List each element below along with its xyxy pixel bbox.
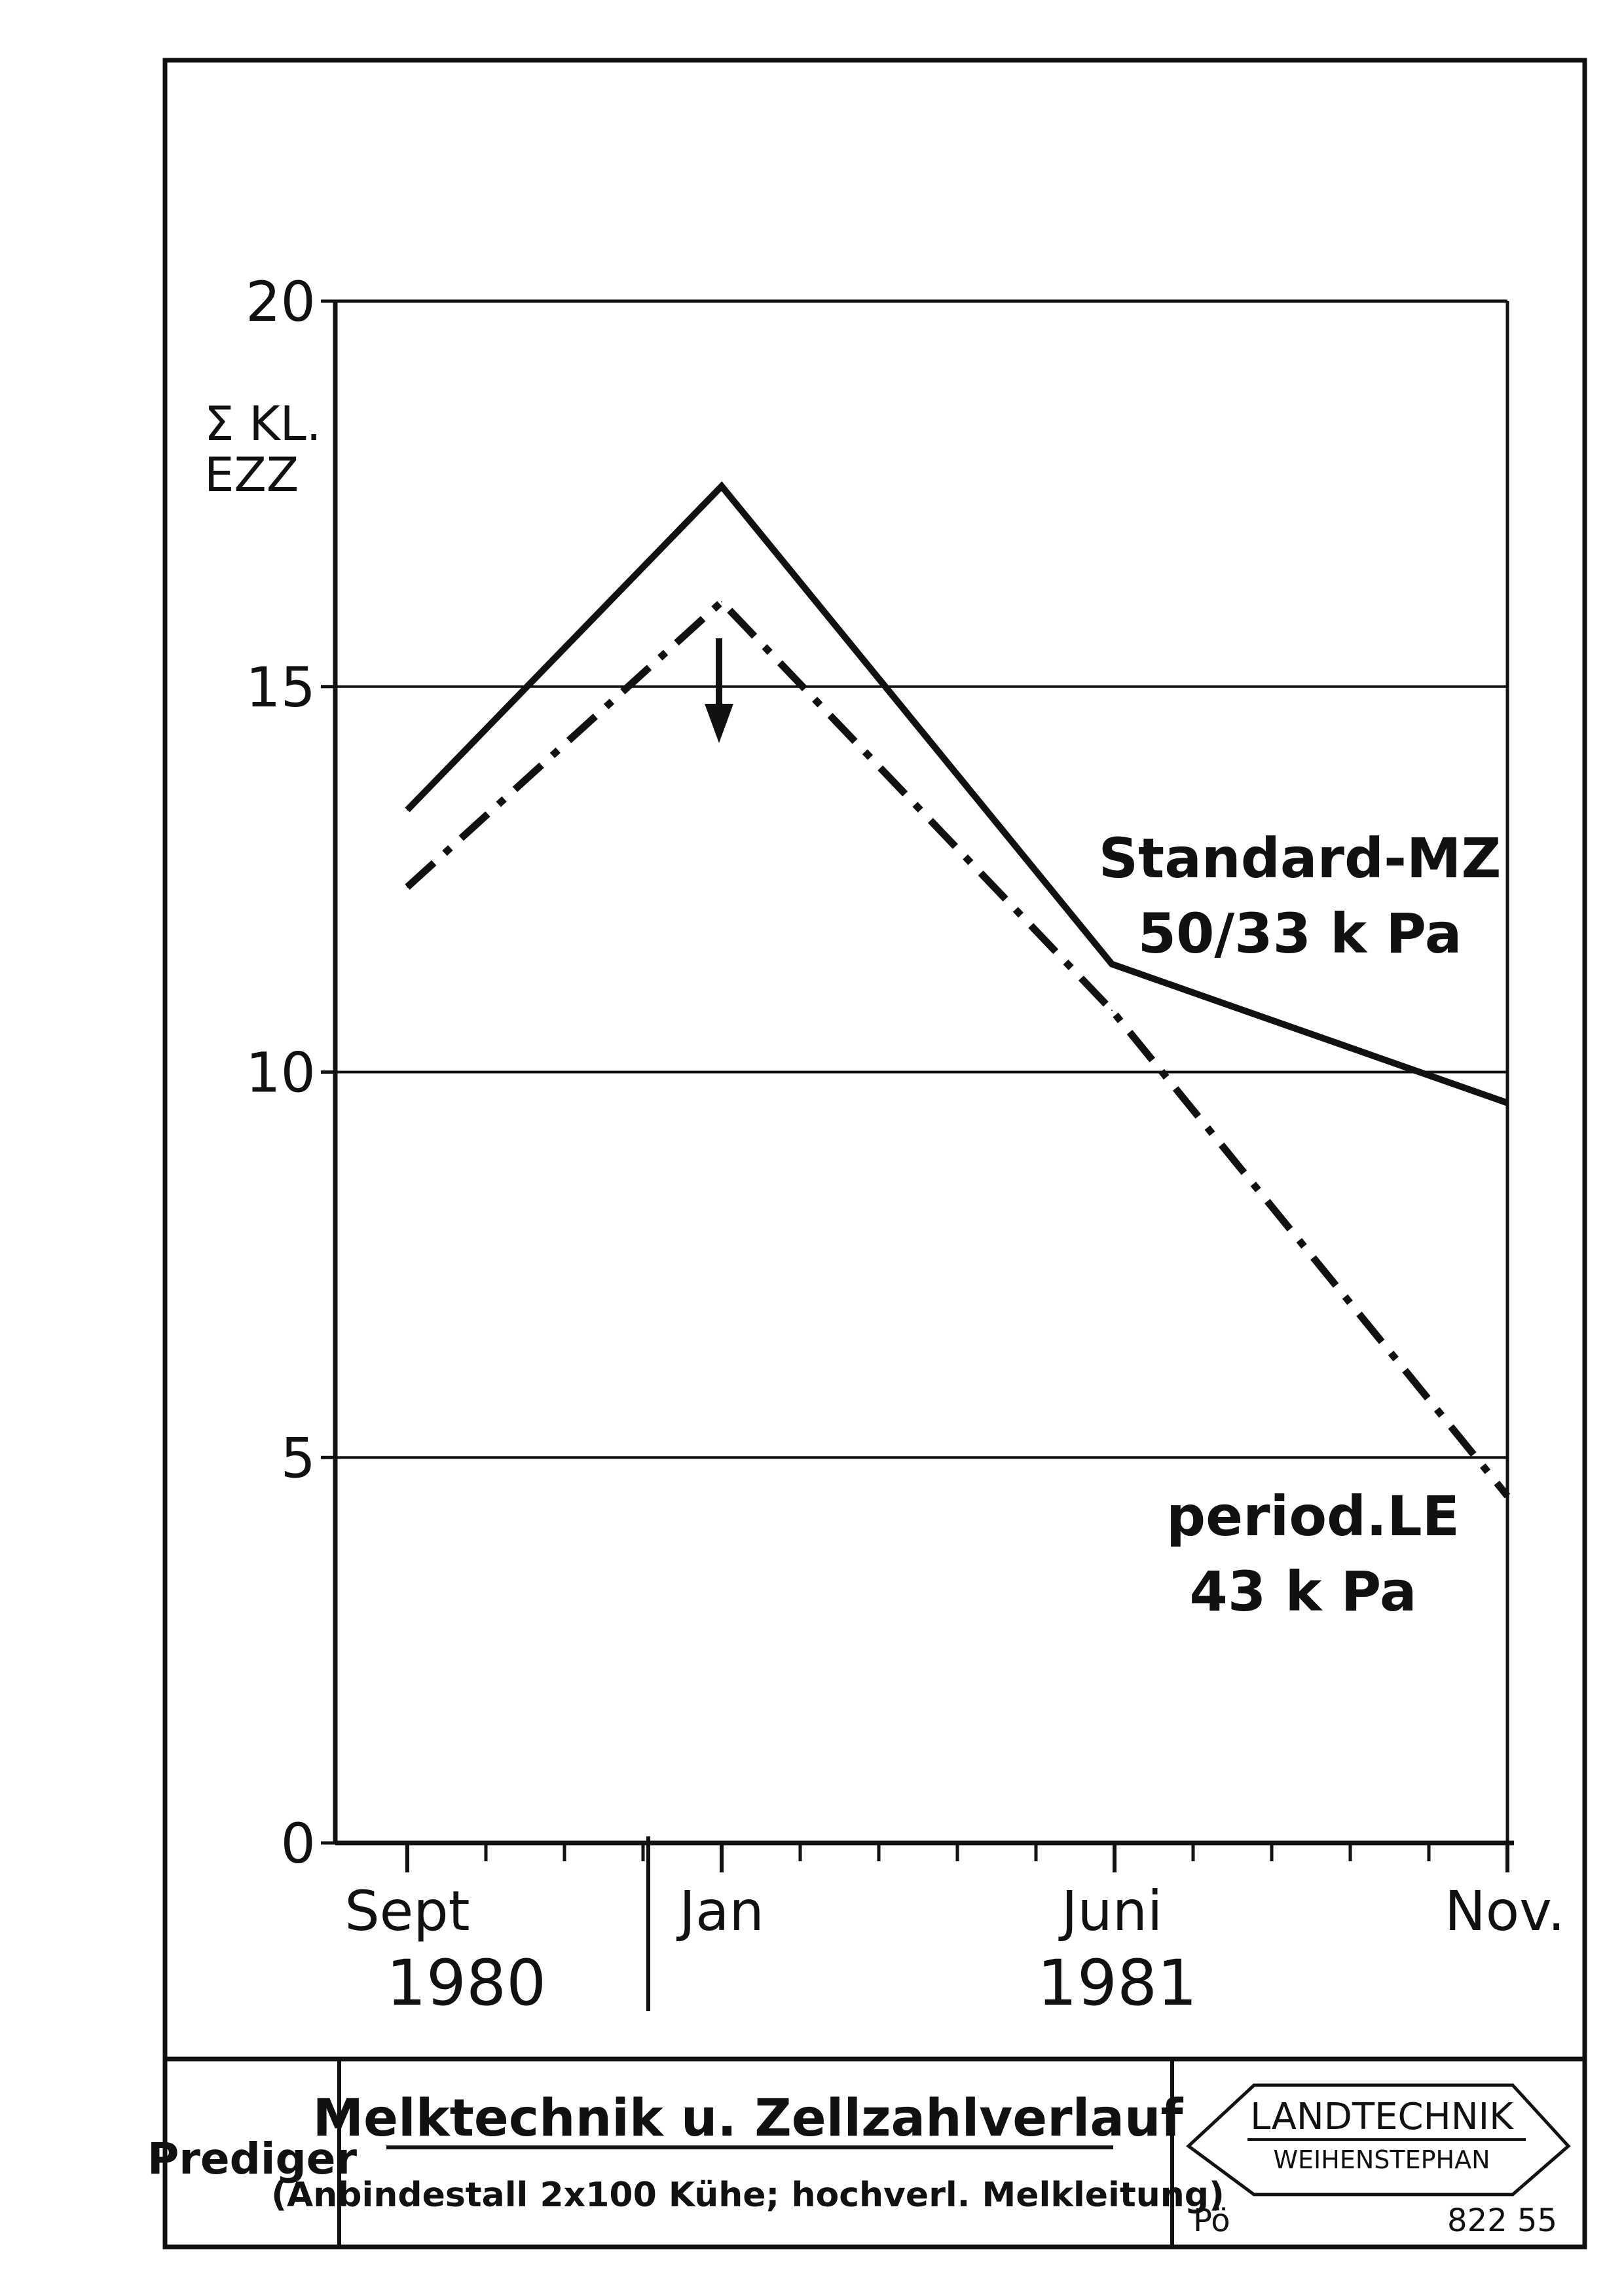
data-point-0-2	[1111, 963, 1113, 965]
gridlines	[335, 685, 1507, 1459]
year-label-1981: 1981	[1037, 1946, 1197, 2020]
series-line-standard-mz	[405, 481, 1509, 1106]
data-point-0-1	[721, 485, 722, 487]
x-axis-ticks	[405, 1843, 1509, 1872]
series-label-period-line1: period.LE	[1166, 1484, 1460, 1548]
data-point-1-1	[721, 601, 722, 603]
logo-line2: WEIHENSTEPHAN	[1273, 2145, 1490, 2174]
landtechnik-logo: LANDTECHNIK WEIHENSTEPHAN	[1186, 2083, 1571, 2196]
data-point-1-0	[407, 886, 408, 888]
footer-code-left: Pö	[1193, 2202, 1230, 2239]
y-tick-label-15: 15	[246, 655, 316, 720]
footer-code-right: 822 55	[1447, 2202, 1557, 2239]
y-tick-label-10: 10	[246, 1041, 316, 1105]
series-lines	[405, 481, 1511, 1499]
data-point-0-0	[407, 809, 408, 811]
downward-arrow-icon	[705, 638, 733, 743]
y-tick-label-20: 20	[246, 270, 316, 334]
y-axis-label-line2: EZZ	[204, 447, 299, 502]
data-point-0-3	[1507, 1102, 1508, 1104]
data-point-1-3	[1507, 1495, 1508, 1497]
x-tick-label-nov: Nov.	[1445, 1879, 1565, 1943]
y-tick-label-0: 0	[281, 1812, 316, 1876]
x-tick-label-sept: Sept	[344, 1879, 470, 1943]
y-tick-label-5: 5	[281, 1426, 316, 1490]
x-tick-label-juni: Juni	[1058, 1879, 1163, 1943]
footer-subtitle: (Anbindestall 2x100 Kühe; hochverl. Melk…	[271, 2176, 1225, 2215]
series-line-period-le	[405, 596, 1511, 1499]
y-axis-label-line1: Σ KL.	[204, 396, 322, 451]
footer-author: Prediger	[147, 2134, 358, 2184]
series-label-standard-line2: 50/33 k Pa	[1138, 902, 1462, 966]
x-tick-label-jan: Jan	[676, 1879, 764, 1943]
year-label-1980: 1980	[386, 1946, 546, 2020]
series-label-standard-line1: Standard-MZ	[1099, 826, 1502, 890]
logo-line1: LANDTECHNIK	[1250, 2096, 1514, 2138]
data-point-1-2	[1111, 1010, 1113, 1011]
outer-border	[162, 58, 1587, 2250]
y-axis-ticks: 0 5 10 15 20	[246, 270, 335, 1876]
series-label-period-line2: 43 k Pa	[1189, 1559, 1416, 1624]
plot-area: 0 5 10 15 20	[246, 270, 1514, 1876]
footer-title: Melktechnik u. Zellzahlverlauf	[313, 2089, 1184, 2148]
